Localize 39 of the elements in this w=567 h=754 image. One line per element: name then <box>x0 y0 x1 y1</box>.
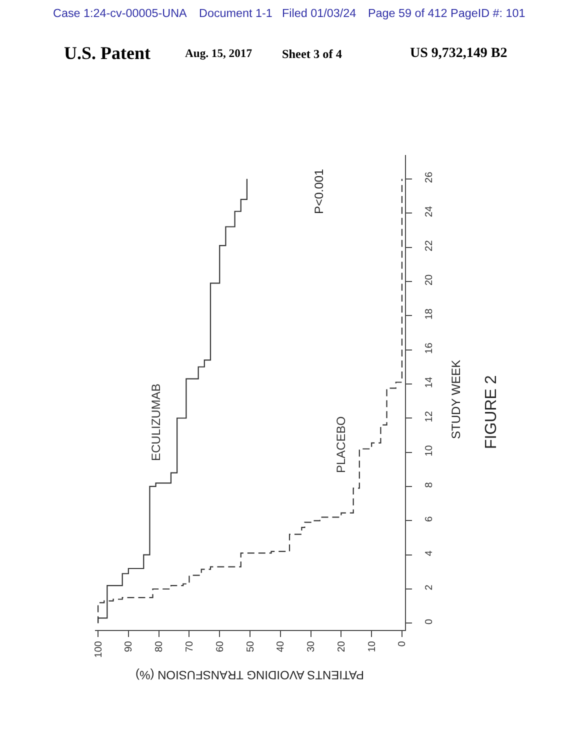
y-tick-label: 20 <box>424 274 435 286</box>
text: ECULIZUMAB <box>149 384 163 461</box>
caption: FIGURE 2 <box>483 375 500 449</box>
y-tick-label: 12 <box>424 410 435 422</box>
y-axis-title: STUDY WEEK <box>449 360 463 439</box>
x-tick-label: 40 <box>276 640 287 652</box>
text: Document 1-1 <box>199 7 272 20</box>
text: Case 1:24-cv-00005-UNA <box>53 7 188 20</box>
x-tick-label: 60 <box>214 640 226 652</box>
y-tick-label: 14 <box>424 376 435 388</box>
y-tick-label: 4 <box>424 550 435 556</box>
x-tick-label: 30 <box>306 640 318 652</box>
x-tick-label: 80 <box>154 640 166 652</box>
x-tick-label: 20 <box>336 640 348 652</box>
x-tick-label: 90 <box>124 640 135 652</box>
x-axis-title: PATIENTS AVOIDING TRANSFUSION (%) <box>136 668 364 682</box>
y-tick-label: 26 <box>424 171 435 183</box>
y-tick-label: 6 <box>424 516 435 522</box>
text: Filed 01/03/24 <box>282 7 357 20</box>
text: US 9,732,149 B2 <box>410 46 508 61</box>
text: Aug. 15, 2017 <box>185 47 252 60</box>
y-tick-label: 10 <box>424 444 435 456</box>
text: Page 59 of 412 PageID #: 101 <box>368 7 526 20</box>
y-tick-label: 24 <box>424 206 435 218</box>
text: PLACEBO <box>334 416 348 473</box>
x-tick-label: 50 <box>245 640 256 652</box>
y-tick-label: 16 <box>424 342 435 354</box>
y-tick-label: 0 <box>424 618 435 624</box>
y-tick-label: 22 <box>424 240 435 252</box>
text: U.S. Patent <box>64 43 150 63</box>
x-tick-label: 70 <box>184 640 196 652</box>
x-tick-label: 100 <box>93 640 104 658</box>
y-tick-label: 18 <box>424 308 435 320</box>
annotation: P<0.001 <box>312 168 326 214</box>
y-tick-label: 8 <box>424 482 435 488</box>
x-tick-label: 0 <box>397 640 408 647</box>
text: Sheet 3 of 4 <box>282 47 342 61</box>
x-tick-label: 10 <box>366 640 378 652</box>
y-tick-label: 2 <box>424 584 435 590</box>
